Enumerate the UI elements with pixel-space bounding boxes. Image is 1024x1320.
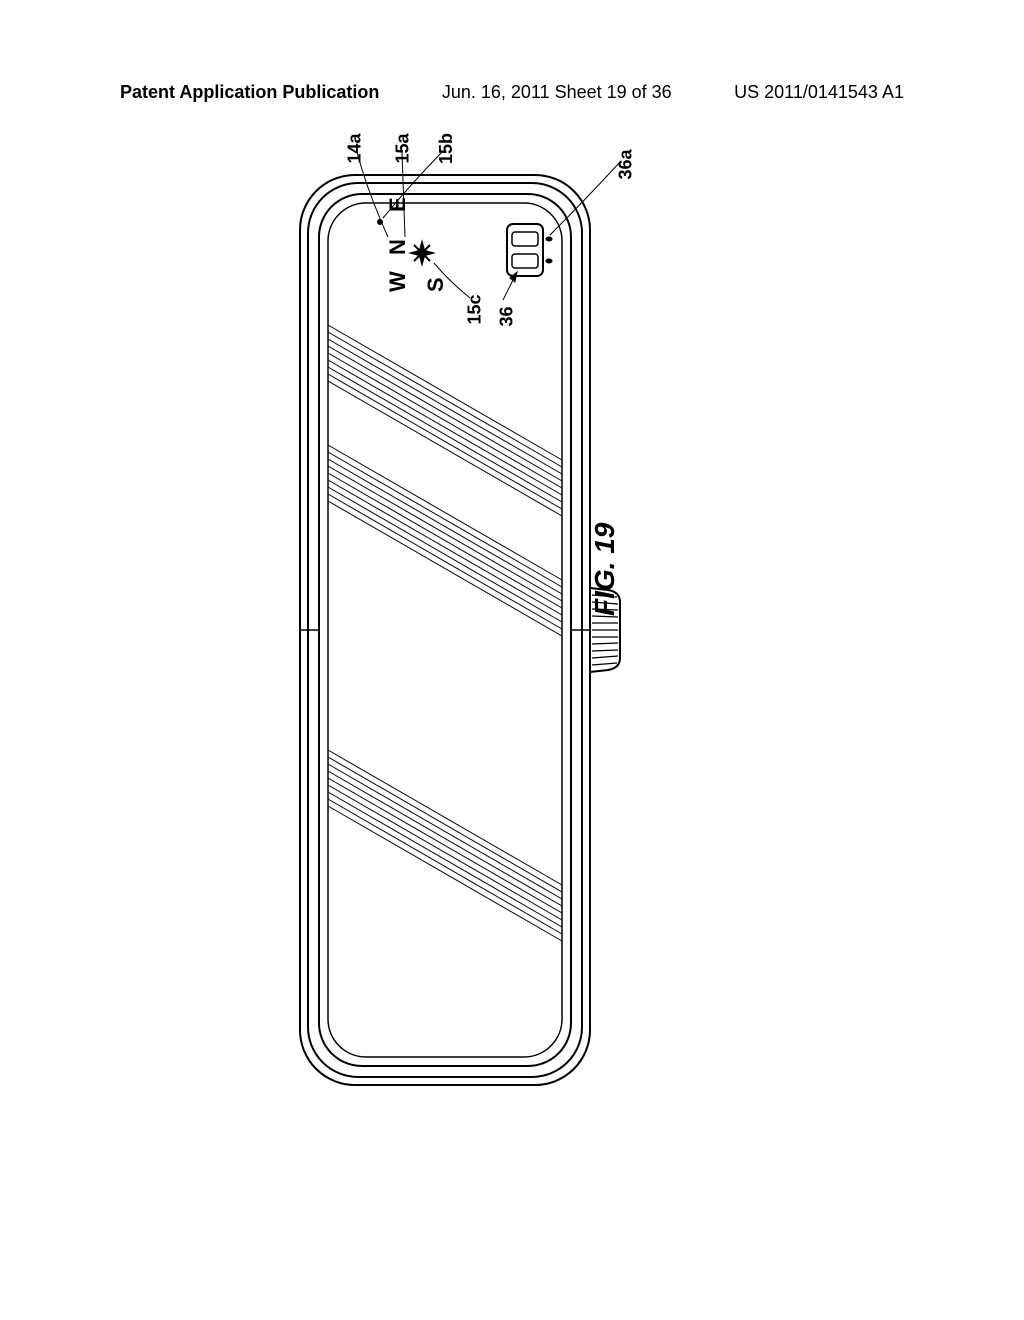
figure-label: FIG. 19 (589, 523, 621, 616)
callout-15a: 15a (393, 133, 414, 163)
callout-15c: 15c (465, 294, 486, 324)
callout-14a: 14a (345, 133, 366, 163)
svg-text:E: E (385, 197, 410, 212)
figure-container: N W S E (135, 140, 755, 1120)
callout-15b: 15b (436, 133, 457, 164)
callout-36: 36 (497, 306, 518, 326)
svg-text:S: S (423, 277, 448, 292)
page-header: Patent Application Publication Jun. 16, … (0, 82, 1024, 103)
header-left: Patent Application Publication (120, 82, 379, 103)
header-right: US 2011/0141543 A1 (734, 82, 904, 103)
svg-text:W: W (385, 271, 410, 292)
mirror-drawing: N W S E (135, 140, 755, 1120)
svg-text:N: N (385, 239, 410, 255)
callout-36a: 36a (616, 149, 637, 179)
header-center: Jun. 16, 2011 Sheet 19 of 36 (442, 82, 672, 103)
